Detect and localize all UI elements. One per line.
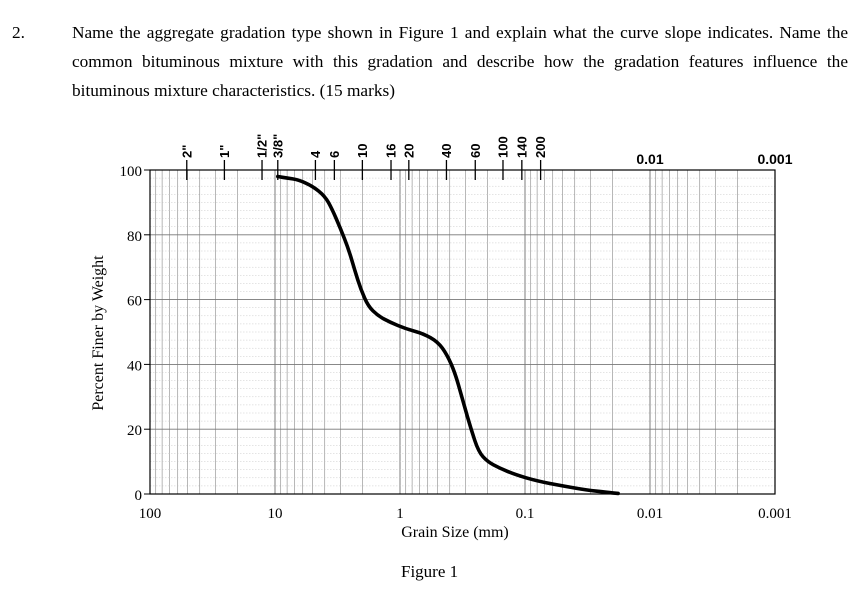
sieve-label: 3/8" <box>270 134 285 158</box>
y-tick-label: 20 <box>127 423 142 439</box>
x-tick-label: 0.001 <box>758 506 792 522</box>
x-tick-label: 1 <box>396 506 404 522</box>
y-axis-label: Percent Finer by Weight <box>90 255 107 411</box>
x-top-tick-label: 0.001 <box>757 151 792 167</box>
chart-grid <box>150 170 775 494</box>
y-tick-labels: 0 20 40 60 80 100 <box>120 164 150 504</box>
sieve-label: 140 <box>514 136 529 158</box>
y-tick-label: 0 <box>135 488 143 504</box>
plot-frame <box>149 169 776 495</box>
figure-caption: Figure 1 <box>401 562 459 581</box>
x-axis-label: Grain Size (mm) <box>401 524 509 541</box>
x-tick-label: 0.01 <box>637 506 663 522</box>
gradation-curve <box>276 174 620 496</box>
x-tick-label: 10 <box>268 506 283 522</box>
x-tick-labels: 100 10 1 0.1 0.01 0.001 <box>139 506 792 522</box>
sieve-label: 10 <box>355 144 370 158</box>
y-tick-label: 60 <box>127 294 142 310</box>
sieve-label: 1/2" <box>255 134 270 158</box>
sieve-label: 2" <box>179 145 194 158</box>
y-tick-label: 40 <box>127 358 142 374</box>
question-text: Name the aggregate gradation type shown … <box>72 23 848 100</box>
x-top-tick-label: 0.01 <box>636 151 663 167</box>
y-tick-label: 100 <box>120 164 143 180</box>
sieve-label: 6 <box>327 151 342 158</box>
series-group <box>276 174 620 496</box>
x-tick-label: 100 <box>139 506 162 522</box>
y-tick-label: 80 <box>127 229 142 245</box>
sieve-label: 16 <box>384 144 399 158</box>
sieve-label: 60 <box>468 144 483 158</box>
question-number: 2. <box>12 23 25 42</box>
x-top-tick-labels: 0.01 0.001 <box>636 151 792 167</box>
sieve-label: 1" <box>217 145 232 158</box>
sieve-label: 200 <box>533 136 548 158</box>
sieve-label: 100 <box>495 136 510 158</box>
sieve-label: 40 <box>439 144 454 158</box>
sieve-markers: 2" 1" 1/2" 3/8" 4 6 10 16 20 40 60 100 140 200 <box>179 134 548 180</box>
x-tick-label: 0.1 <box>516 506 535 522</box>
sieve-label: 4 <box>308 150 323 158</box>
sieve-label: 20 <box>401 144 416 158</box>
